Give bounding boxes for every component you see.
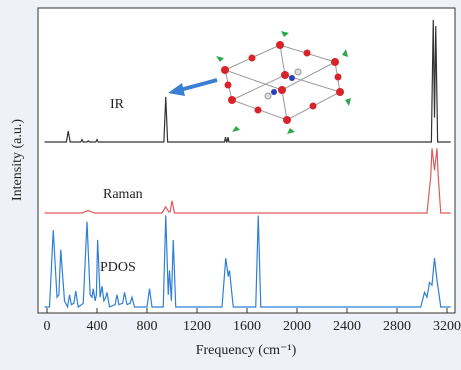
x-tick-label: 2000 bbox=[283, 319, 311, 334]
x-tick-label: 0 bbox=[44, 319, 51, 334]
y-axis-title: Intensity (a.u.) bbox=[10, 119, 25, 201]
chart: Frequency (cm⁻¹) Intensity (a.u.) 0 400 80… bbox=[0, 0, 461, 370]
x-tick-label: 800 bbox=[137, 319, 158, 334]
x-axis-title: Frequency (cm⁻¹) bbox=[196, 343, 297, 358]
x-tick-label: 1600 bbox=[233, 319, 261, 334]
series-label: IR bbox=[110, 97, 125, 112]
series-label: PDOS bbox=[100, 260, 136, 275]
x-tick-label: 2800 bbox=[383, 319, 411, 334]
x-tick-label: 2400 bbox=[333, 319, 361, 334]
x-tick-label: 400 bbox=[87, 319, 108, 334]
x-tick-label: 3200 bbox=[433, 319, 461, 334]
series-label: Raman bbox=[103, 187, 143, 202]
x-tick-label: 1200 bbox=[183, 319, 211, 334]
